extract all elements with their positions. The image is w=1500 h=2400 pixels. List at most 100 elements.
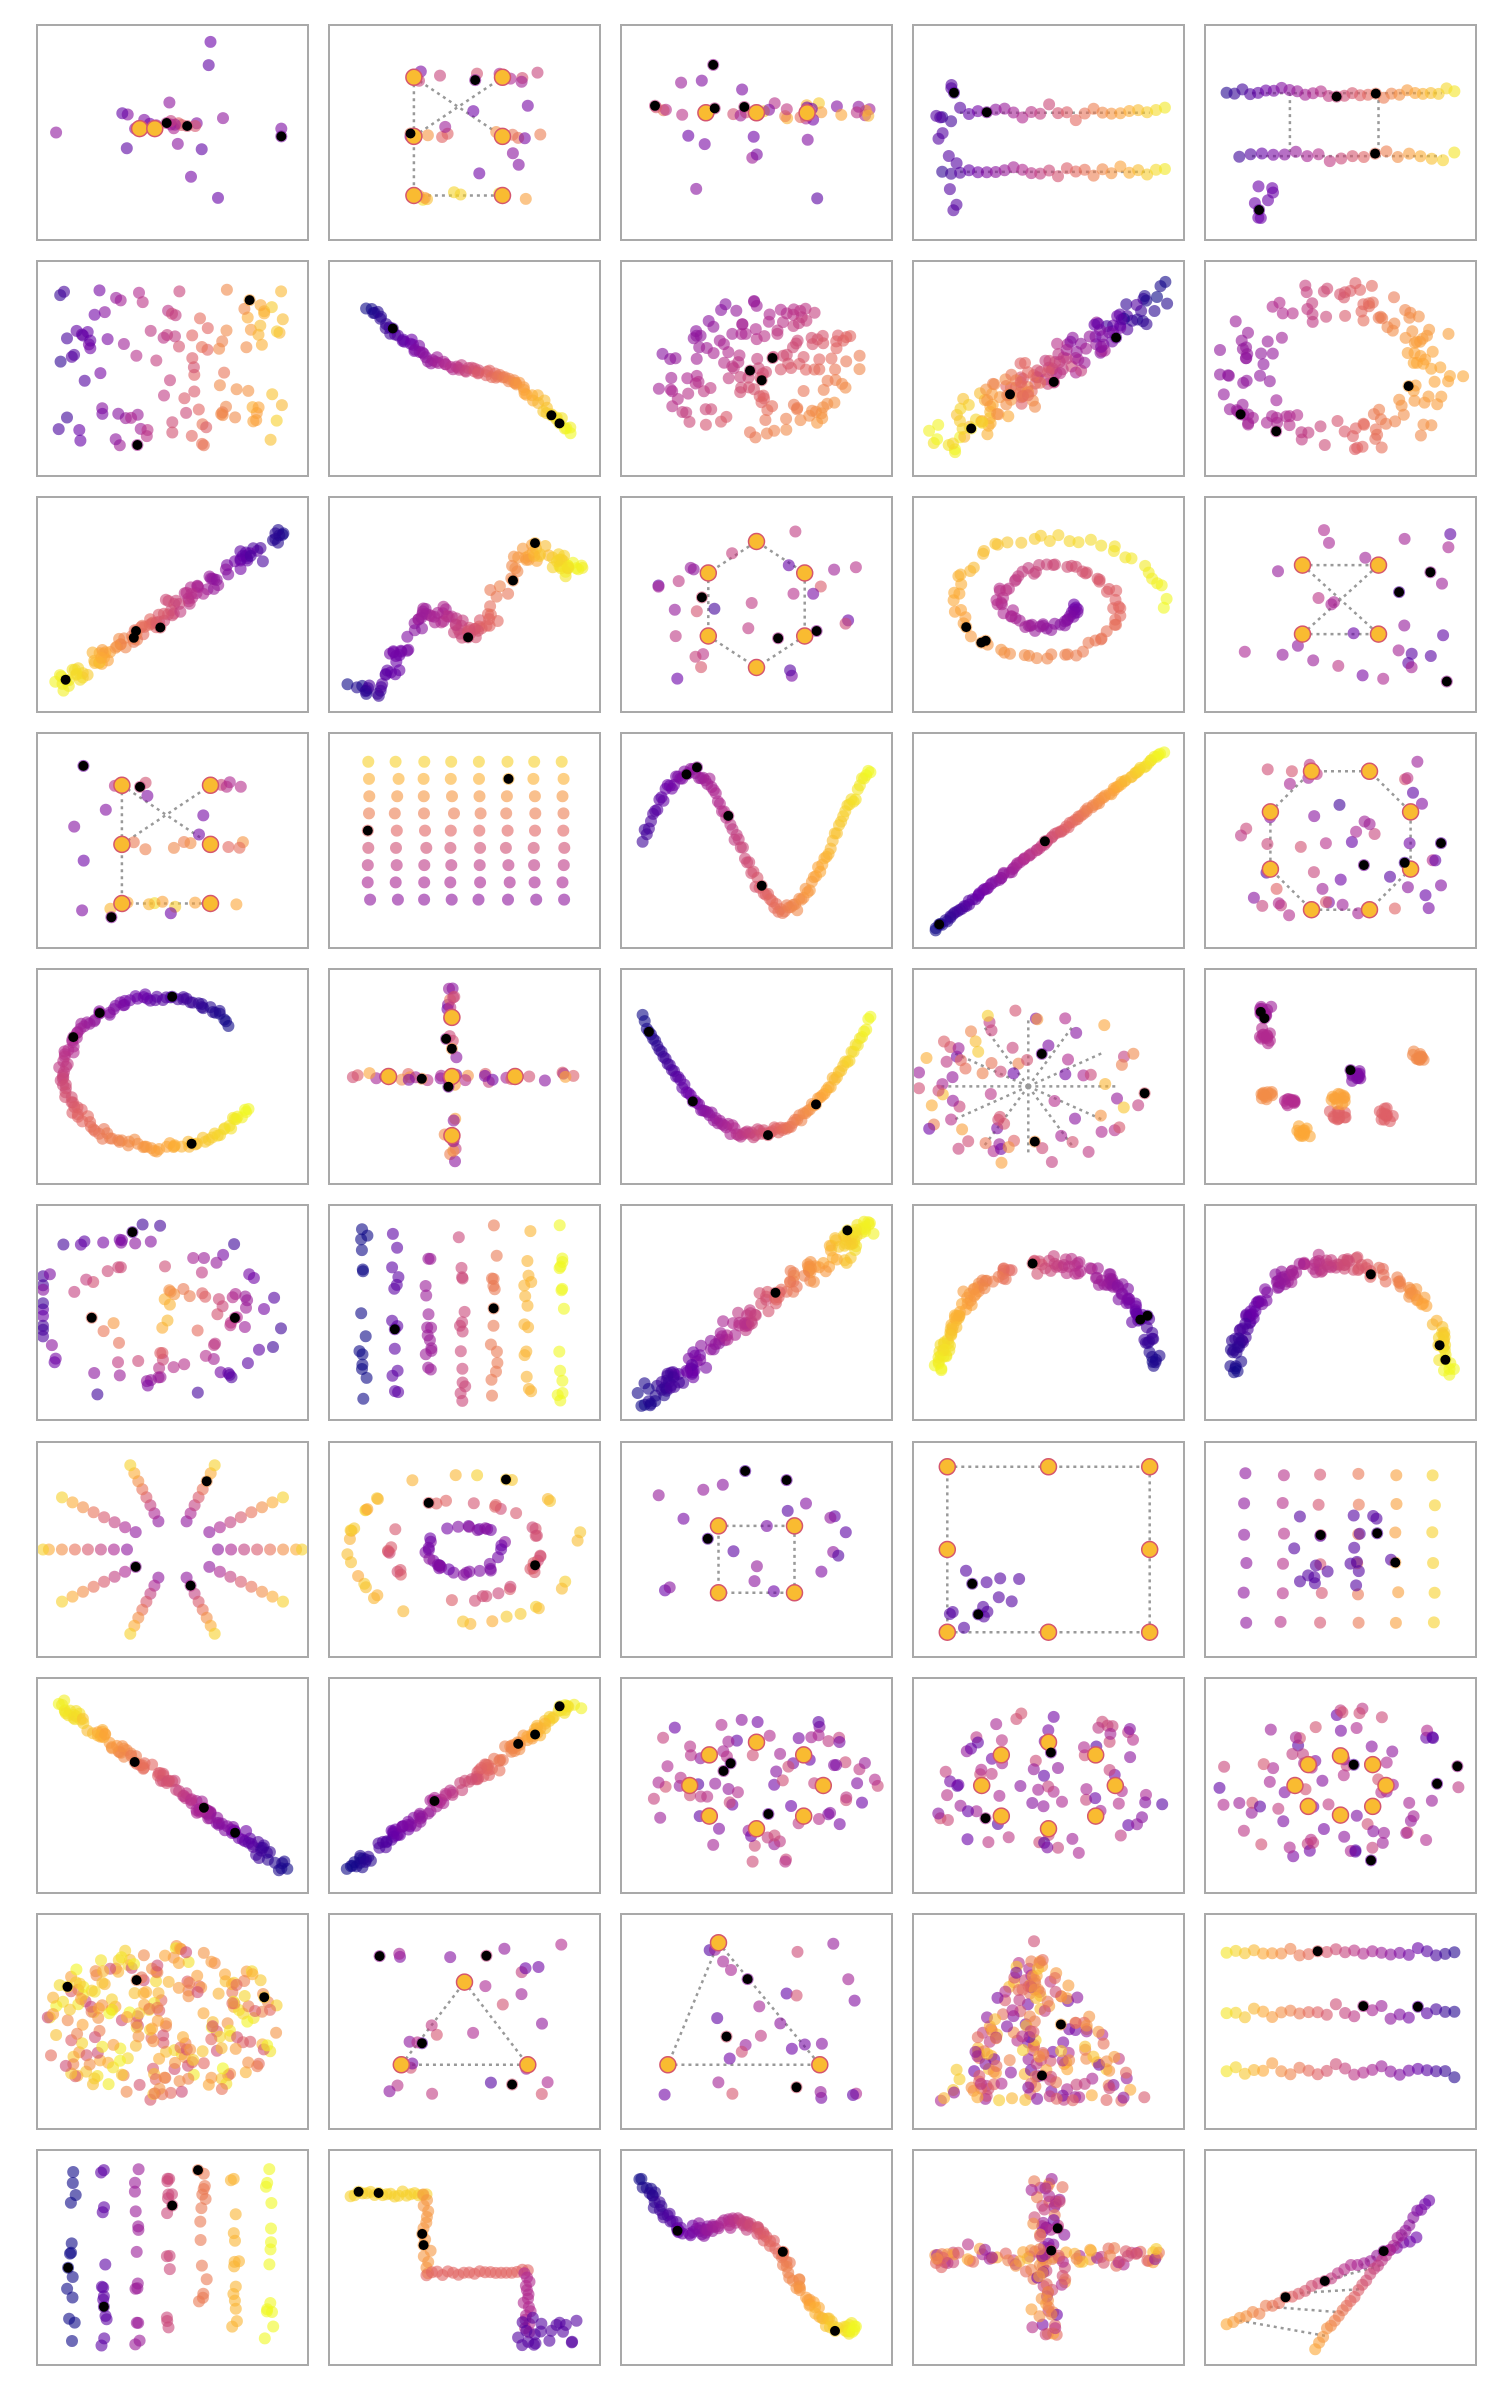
scatter-point <box>682 129 695 142</box>
scatter-point <box>68 820 81 833</box>
node-point <box>113 776 131 795</box>
scatter-point <box>785 1800 798 1812</box>
scatter-point <box>733 349 746 362</box>
scatter-plot <box>1220 1942 1461 2084</box>
scatter-point <box>228 2294 241 2307</box>
scatter-plot <box>1253 1000 1430 1143</box>
scatter-panel <box>620 24 893 241</box>
scatter-point <box>102 2078 115 2091</box>
scatter-point <box>766 400 779 413</box>
scatter-point <box>1448 1946 1461 1959</box>
scatter-point <box>225 1543 238 1556</box>
scatter-point <box>1003 2054 1016 2067</box>
scatter-point <box>713 1822 725 1835</box>
scatter-point <box>1104 1727 1117 1740</box>
scatter-point <box>1054 367 1067 380</box>
scatter-point <box>1143 1346 1156 1359</box>
scatter-point <box>1080 2019 1093 2032</box>
scatter-point <box>832 1549 845 1562</box>
scatter-panel <box>1204 260 1477 477</box>
scatter-point <box>680 406 693 419</box>
scatter-point <box>77 854 90 867</box>
scatter-point <box>1001 2020 1013 2033</box>
scatter-plot <box>341 537 589 702</box>
scatter-point <box>526 1521 539 1534</box>
scatter-panel <box>912 2149 1185 2366</box>
scatter-point <box>449 1469 462 1482</box>
scatter-point <box>264 2003 276 2016</box>
scatter-point <box>191 1324 204 1337</box>
scatter-point <box>525 1276 538 1288</box>
highlight-point <box>135 781 145 792</box>
scatter-point <box>261 2039 274 2052</box>
scatter-point <box>1321 1565 1334 1578</box>
scatter-point <box>971 105 984 118</box>
node-point <box>379 1067 398 1086</box>
highlight-point <box>1366 1855 1376 1866</box>
scatter-point <box>1041 1995 1054 2008</box>
scatter-point <box>528 549 541 562</box>
scatter-point <box>745 597 758 609</box>
scatter-point <box>1376 1836 1389 1849</box>
scatter-point <box>1026 1797 1039 1809</box>
scatter-point <box>457 1615 469 1628</box>
highlight-point <box>1027 1258 1038 1269</box>
scatter-point <box>1025 106 1038 118</box>
scatter-point <box>849 2320 862 2333</box>
scatter-point <box>208 1339 220 1351</box>
scatter-point <box>93 284 106 297</box>
scatter-point <box>695 661 708 674</box>
scatter-point <box>264 433 277 446</box>
scatter-point <box>1245 1806 1258 1819</box>
scatter-point <box>813 353 826 366</box>
scatter-point <box>270 325 283 338</box>
scatter-point <box>249 2005 262 2017</box>
scatter-point <box>1293 1257 1306 1270</box>
scatter-point <box>143 2002 156 2015</box>
scatter-point <box>1052 170 1064 183</box>
scatter-point <box>1261 838 1274 850</box>
node-point <box>992 1807 1011 1825</box>
scatter-point <box>474 841 487 854</box>
scatter-point <box>522 1321 535 1334</box>
scatter-point <box>88 2072 101 2085</box>
scatter-point <box>798 2038 811 2051</box>
scatter-point <box>1407 1810 1420 1823</box>
scatter-point <box>393 1947 406 1960</box>
node-point <box>130 119 149 138</box>
scatter-point <box>700 1361 713 1374</box>
scatter-point <box>835 108 848 121</box>
scatter-point <box>69 2189 82 2201</box>
scatter-point <box>141 1379 154 1392</box>
highlight-point <box>507 2079 518 2090</box>
scatter-point <box>1357 417 1370 430</box>
scatter-point <box>557 807 570 820</box>
scatter-point <box>416 608 429 621</box>
scatter-panel <box>328 1204 601 1421</box>
node-point <box>785 1584 804 1602</box>
scatter-point <box>390 859 403 872</box>
scatter-point <box>991 408 1004 420</box>
scatter-point <box>1240 1616 1253 1629</box>
scatter-point <box>1042 1039 1055 1052</box>
scatter-point <box>1427 1557 1440 1569</box>
node-point <box>794 1807 813 1825</box>
node-point <box>443 1067 461 1086</box>
scatter-point <box>473 859 486 872</box>
scatter-point <box>163 1298 176 1311</box>
node-point <box>1086 1746 1105 1764</box>
scatter-point <box>1238 1497 1251 1510</box>
highlight-point <box>756 880 767 891</box>
scatter-point <box>448 807 460 820</box>
scatter-point <box>945 115 958 128</box>
scatter-point <box>1229 1944 1242 1957</box>
scatter-point <box>117 338 130 350</box>
scatter-point <box>797 351 810 363</box>
scatter-point <box>452 1231 465 1244</box>
scatter-point <box>753 1287 766 1300</box>
scatter-point <box>550 2318 563 2331</box>
scatter-point <box>1352 1565 1365 1578</box>
scatter-point <box>529 2337 542 2350</box>
highlight-point <box>513 1738 524 1749</box>
scatter-point <box>763 103 775 116</box>
